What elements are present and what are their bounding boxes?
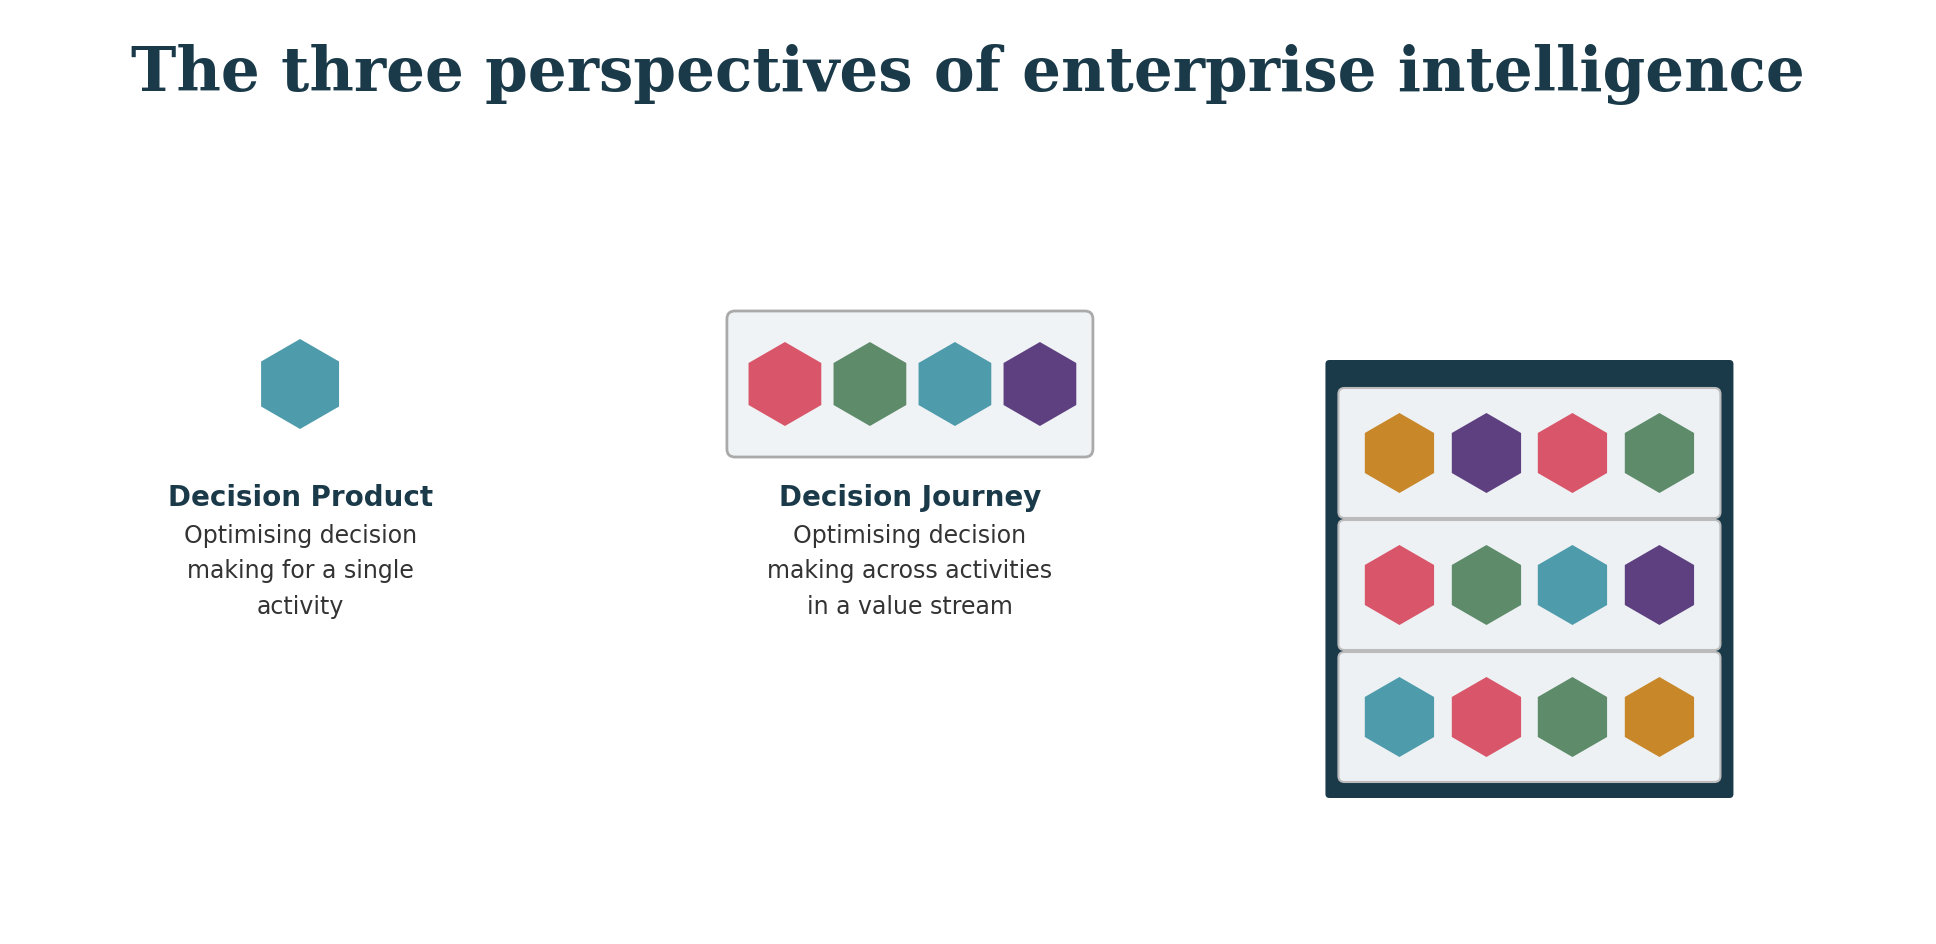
Polygon shape xyxy=(1537,545,1607,625)
Text: Optimising decision
making across multiple
value streams: Optimising decision making across multip… xyxy=(1392,524,1667,619)
Polygon shape xyxy=(1624,413,1694,493)
FancyBboxPatch shape xyxy=(726,311,1094,457)
Polygon shape xyxy=(834,342,906,426)
Polygon shape xyxy=(1365,545,1435,625)
Polygon shape xyxy=(261,339,339,429)
Text: The three perspectives of enterprise intelligence: The three perspectives of enterprise int… xyxy=(132,44,1804,105)
Text: Decision Journey: Decision Journey xyxy=(778,484,1042,512)
Polygon shape xyxy=(918,342,991,426)
Text: Optimising decision
making across activities
in a value stream: Optimising decision making across activi… xyxy=(767,524,1053,619)
Text: Decision Platform: Decision Platform xyxy=(1390,484,1669,512)
Polygon shape xyxy=(1365,677,1435,757)
Polygon shape xyxy=(1452,413,1522,493)
Polygon shape xyxy=(1003,342,1076,426)
Polygon shape xyxy=(1452,545,1522,625)
Text: Optimising decision
making for a single
activity: Optimising decision making for a single … xyxy=(184,524,416,619)
Polygon shape xyxy=(1537,677,1607,757)
FancyBboxPatch shape xyxy=(1338,388,1721,518)
Polygon shape xyxy=(1624,545,1694,625)
FancyBboxPatch shape xyxy=(1326,360,1733,798)
Polygon shape xyxy=(1365,413,1435,493)
Polygon shape xyxy=(1537,413,1607,493)
Polygon shape xyxy=(1452,677,1522,757)
Text: Decision Product: Decision Product xyxy=(168,484,432,512)
FancyBboxPatch shape xyxy=(1338,520,1721,650)
Polygon shape xyxy=(749,342,821,426)
Polygon shape xyxy=(1624,677,1694,757)
FancyBboxPatch shape xyxy=(1338,652,1721,782)
